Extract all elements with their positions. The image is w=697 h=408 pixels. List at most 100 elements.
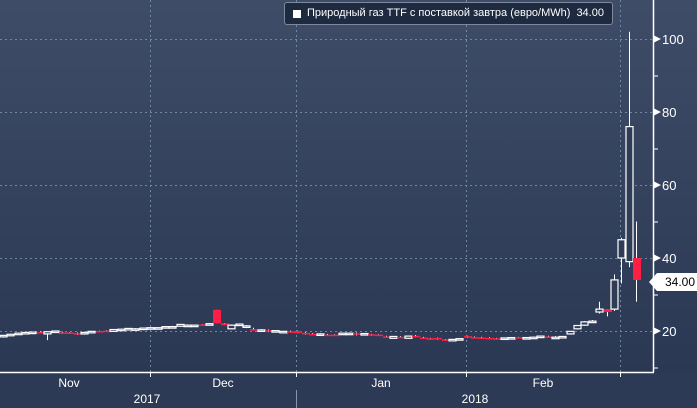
y-tick-arrow <box>653 35 661 43</box>
candle-body-down <box>294 331 302 334</box>
candle-body-down <box>420 337 428 340</box>
candle-body-up <box>21 331 30 335</box>
candle-body-up <box>558 335 567 339</box>
candle-body-up <box>257 329 266 333</box>
y-tick-arrow <box>653 254 661 262</box>
candle-body-up <box>43 331 52 335</box>
candle-body-down <box>103 330 111 333</box>
candle-body-up <box>610 279 619 310</box>
candle-body-down <box>66 332 74 334</box>
candle-body-up <box>536 335 545 339</box>
candle-body-down <box>471 337 479 339</box>
candle-body-down <box>478 337 486 340</box>
candle-body-up <box>455 338 464 341</box>
candle-body-down <box>74 333 82 335</box>
candle-body-down <box>442 339 450 341</box>
candle-body-up <box>360 332 369 336</box>
bottom-axis-background <box>0 372 697 408</box>
candle-body-up <box>595 308 604 313</box>
candle-body-down <box>331 334 339 337</box>
y-tick-label: 100 <box>662 32 684 47</box>
candle-body-down <box>434 337 442 340</box>
candle-body-up <box>235 323 244 327</box>
candle-body-up <box>573 324 582 330</box>
month-label-feb: Feb <box>533 376 554 390</box>
legend-value: 34.00 <box>576 7 604 19</box>
candle-body-up <box>338 332 347 336</box>
candle-body-down <box>59 332 67 334</box>
candle-body-up <box>551 336 560 340</box>
candle-body-down <box>213 309 221 324</box>
candle-body-up <box>566 330 575 335</box>
y-tick-label: 80 <box>662 105 676 120</box>
candle-body-up <box>227 324 236 330</box>
candle-body-down <box>250 329 258 331</box>
candle-body-up <box>161 326 170 329</box>
candle-body-down <box>397 336 405 339</box>
candle-body-up <box>80 331 89 335</box>
candle-body-down <box>302 332 310 335</box>
candle-body-down <box>412 335 420 338</box>
candle-body-up <box>580 321 589 326</box>
plot-background <box>0 0 697 372</box>
candle-body-up <box>124 327 133 331</box>
candle-body-up <box>139 327 148 331</box>
candle-body-up <box>154 327 163 330</box>
candle-body-down <box>324 334 332 337</box>
chart-legend: Природный газ TTF с поставкой завтра (ев… <box>284 2 613 25</box>
candle-body-down <box>265 330 273 332</box>
candle-body-up <box>176 323 185 327</box>
candle-body-down <box>353 333 361 335</box>
candle-body-down <box>37 332 45 334</box>
candle-body-down <box>486 337 494 340</box>
candle-body-down <box>221 323 229 326</box>
y-tick-arrow <box>653 108 661 116</box>
candle-body-up <box>6 333 15 337</box>
candle-body-down <box>287 331 295 333</box>
candle-body-down <box>375 334 383 337</box>
candle-body-up <box>389 335 398 339</box>
candle-body-up <box>345 332 354 336</box>
candle-body-up <box>87 330 96 334</box>
candle-body-up <box>146 327 155 330</box>
last-price-tag: 34.00 <box>649 273 697 291</box>
candle-body-up <box>28 331 37 335</box>
candle-body-up <box>448 338 457 342</box>
candle-body-down <box>309 333 317 336</box>
candle-body-down <box>427 338 435 340</box>
candle-body-up <box>168 326 177 329</box>
year-label-2017: 2017 <box>134 392 161 406</box>
candle-body-up <box>0 334 8 338</box>
candle-body-down <box>464 336 472 338</box>
candle-body-down <box>96 331 104 333</box>
candle-body-up <box>617 239 626 259</box>
candle-body-up <box>625 125 634 263</box>
year-label-2018: 2018 <box>462 392 489 406</box>
month-label-jan: Jan <box>371 376 390 390</box>
candle-body-up <box>205 323 214 326</box>
y-tick-arrow <box>653 181 661 189</box>
legend-label: Природный газ TTF с поставкой завтра (ев… <box>307 7 571 19</box>
legend-swatch-icon <box>293 9 301 18</box>
candle-body-up <box>588 320 597 324</box>
y-tick-label: 40 <box>662 251 676 266</box>
candle-body-up <box>190 324 199 328</box>
candle-body-up <box>131 328 140 331</box>
candle-body-up <box>500 337 509 341</box>
candle-body-down <box>604 309 612 313</box>
candle-body-up <box>117 328 126 332</box>
candle-body-up <box>522 336 531 340</box>
candle-body-up <box>14 332 23 336</box>
candle-body-up <box>51 330 60 334</box>
month-label-nov: Nov <box>58 376 79 390</box>
candle-body-down <box>545 336 553 338</box>
candle-body-down <box>515 337 523 339</box>
candle-body-up <box>529 336 538 340</box>
candle-body-up <box>507 336 516 340</box>
candle-body-down <box>493 338 501 340</box>
y-tick-arrow <box>653 327 661 335</box>
candle-body-up <box>404 335 413 339</box>
month-label-dec: Dec <box>212 376 233 390</box>
candle-body-down <box>199 324 207 326</box>
